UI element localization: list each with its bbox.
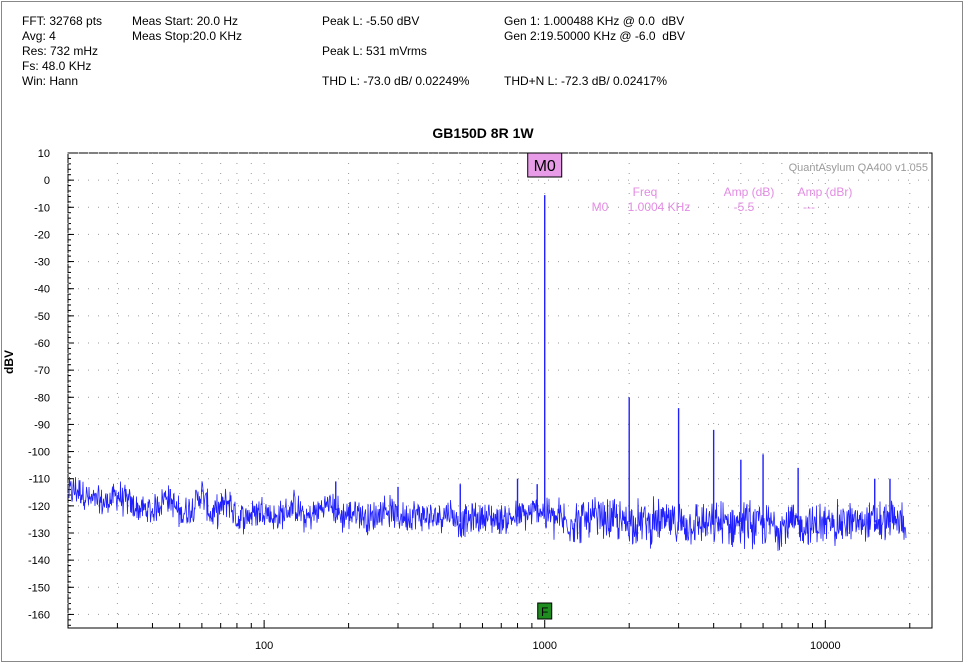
noise-floor-trace <box>68 476 907 551</box>
y-tick-label: -140 <box>28 555 50 567</box>
marker-freq-header: Freq <box>633 185 658 199</box>
marker-row-ampr: --- <box>803 200 815 214</box>
y-tick-label: -20 <box>34 229 50 241</box>
chart-title: GB150D 8R 1W <box>432 125 534 141</box>
y-tick-label: -80 <box>34 392 50 404</box>
meas-start-info: Meas Start: 20.0 Hz <box>132 14 239 28</box>
gen1-info: Gen 1: 1.000488 KHz @ 0.0 dBV <box>504 14 685 28</box>
plot-area <box>67 152 933 629</box>
marker-amp-header: Amp (dB) <box>724 185 775 199</box>
y-tick-label: -100 <box>28 447 50 459</box>
y-tick-label: -40 <box>34 284 50 296</box>
fft-info: FFT: 32768 pts <box>22 14 103 28</box>
x-tick-label: 1000 <box>532 640 556 652</box>
y-tick-label: -60 <box>34 338 50 350</box>
thd-info: THD L: -73.0 dB/ 0.02249% <box>322 74 470 88</box>
fundamental-marker-box <box>537 602 553 620</box>
y-tick-label: -90 <box>34 419 50 431</box>
marker-row-name: M0 <box>592 200 609 214</box>
x-tick-label: 100 <box>255 640 273 652</box>
res-info: Res: 732 mHz <box>22 44 99 58</box>
peak-vrms-info: Peak L: 531 mVrms <box>322 44 427 58</box>
y-tick-label: -50 <box>34 311 50 323</box>
y-tick-label: -120 <box>28 501 50 513</box>
marker-label-box <box>527 152 563 178</box>
y-tick-label: -10 <box>34 202 50 214</box>
y-tick-label: -30 <box>34 257 50 269</box>
peak-dbv-info: Peak L: -5.50 dBV <box>322 14 420 28</box>
fs-info: Fs: 48.0 KHz <box>22 59 92 73</box>
win-info: Win: Hann <box>22 74 79 88</box>
x-tick-label: 10000 <box>810 640 841 652</box>
marker-label: M0 <box>534 158 556 175</box>
y-tick-label: 10 <box>38 148 50 160</box>
marker-row-amp: -5.5 <box>734 200 755 214</box>
y-tick-label: -70 <box>34 365 50 377</box>
marker-row-freq: 1.0004 KHz <box>628 200 691 214</box>
gen2-info: Gen 2:19.50000 KHz @ -6.0 dBV <box>504 29 685 43</box>
avg-info: Avg: 4 <box>22 29 56 43</box>
watermark-text: QuantAsylum QA400 v1.055 <box>789 162 928 174</box>
y-tick-label: -160 <box>28 609 50 621</box>
marker-ampr-header: Amp (dBr) <box>798 185 853 199</box>
y-tick-label: -110 <box>29 474 50 486</box>
meas-stop-info: Meas Stop:20.0 KHz <box>132 29 243 43</box>
y-tick-label: 0 <box>44 175 50 187</box>
y-tick-label: -150 <box>28 582 50 594</box>
thdn-info: THD+N L: -72.3 dB/ 0.02417% <box>504 74 668 88</box>
fundamental-marker-label: F <box>541 605 548 619</box>
y-tick-label: -130 <box>28 528 50 540</box>
